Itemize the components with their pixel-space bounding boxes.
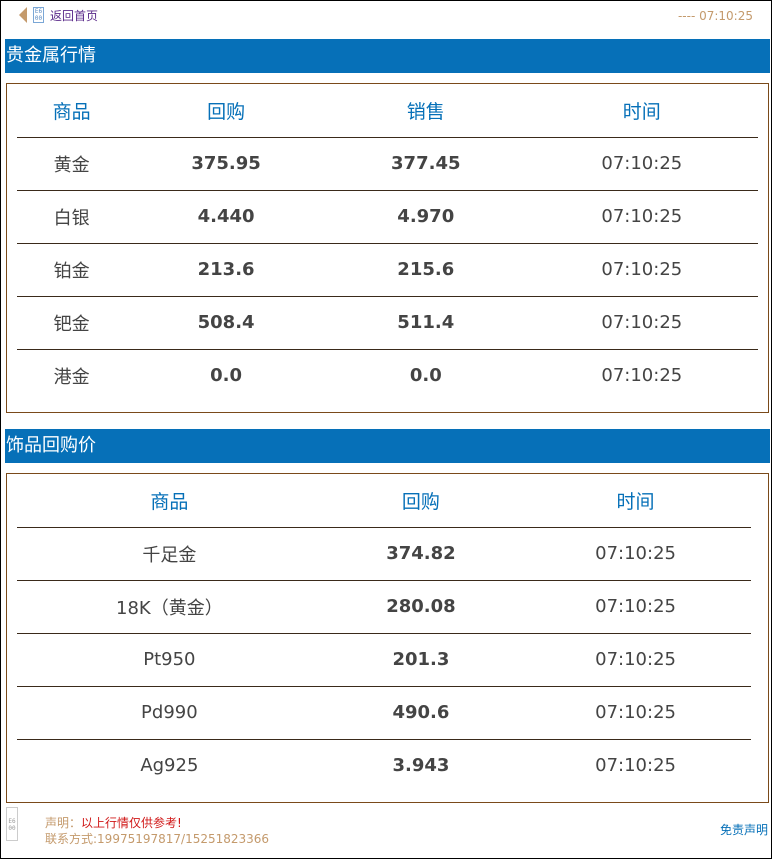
table-cell: 07:10:25 [525,296,758,350]
broken-image-icon: E6 00 [6,807,18,841]
column-header: 时间 [520,474,751,528]
table-cell: 07:10:25 [520,633,751,687]
table-cell: 07:10:25 [520,527,751,581]
table-row: Ag925 3.943 07:10:25 [17,739,751,792]
table-cell: 490.6 [321,686,521,740]
table-row: 钯金 508.4 511.4 07:10:25 [17,296,758,350]
table-row: 白银 4.440 4.970 07:10:25 [17,190,758,244]
column-header: 商品 [17,474,322,528]
back-arrow-icon [19,7,27,23]
notice: 声明：以上行情仅供参考! [45,814,182,831]
table-cell: 07:10:25 [520,686,751,740]
broken-image-icon: E6 00 [33,7,44,23]
table-cell: 201.3 [321,633,521,687]
table-cell: 215.6 [325,243,526,297]
table-cell: 千足金 [17,527,322,581]
column-header: 回购 [321,474,521,528]
table-cell: 07:10:25 [525,190,758,244]
table-cell: 黄金 [17,137,127,191]
table-cell: 0.0 [210,365,243,387]
back-home-link[interactable]: E6 00 返回首页 [19,5,98,25]
column-header: 商品 [17,84,127,138]
disclaimer-link[interactable]: 免责声明 [719,823,768,837]
contact-info: 联系方式:19975197817/15251823366 [45,832,270,846]
notice-label: 声明： [45,816,82,830]
table-row: 黄金 375.95 377.45 07:10:25 [17,137,758,191]
column-header: 回购 [126,84,326,138]
table-cell: 07:10:25 [601,365,683,387]
table-cell: 18K（黄金） [17,580,322,634]
table-cell: 钯金 [17,296,127,350]
table-cell: 白银 [17,190,127,244]
table-cell: 377.45 [325,137,526,191]
table-cell: 07:10:25 [520,580,751,634]
table-cell: 07:10:25 [525,243,758,297]
table-cell: 4.970 [325,190,526,244]
table-cell: 3.943 [392,755,450,777]
table-cell: 铂金 [17,243,127,297]
table-row: 18K（黄金） 280.08 07:10:25 [17,580,751,634]
back-home-label: 返回首页 [50,8,99,23]
section-title-precious-metals: 贵金属行情 [5,39,770,73]
table-cell: Ag925 [140,755,199,777]
table-cell: 375.95 [126,137,326,191]
table-row: 千足金 374.82 07:10:25 [17,527,751,581]
table-cell: 213.6 [126,243,326,297]
column-header: 销售 [325,84,526,138]
table-row: 港金 0.0 0.0 07:10:25 [17,349,758,402]
table-cell: 511.4 [325,296,526,350]
jewelry-table-box: 商品 回购 时间 千足金 374.82 07:10:25 18K（黄金） 280.08 0… [6,473,769,803]
table-cell: 508.4 [126,296,326,350]
table-cell: 0.0 [409,365,442,387]
notice-text: 以上行情仅供参考! [81,816,182,830]
table-cell: Pt950 [17,633,322,687]
table-row: Pd990 490.6 07:10:25 [17,686,751,740]
table-cell: 280.08 [321,580,521,634]
table-cell: 07:10:25 [525,137,758,191]
section-title-jewelry-buyback: 饰品回购价 [5,429,770,463]
column-header: 时间 [525,84,758,138]
precious-metals-table-box: 商品 回购 销售 时间 黄金 375.95 377.45 07:10:25 白银 4.44… [6,83,769,413]
table-cell: 港金 [53,366,90,388]
precious-metals-table: 商品 回购 销售 时间 黄金 375.95 377.45 07:10:25 白银 4.44… [17,84,758,402]
table-cell: 07:10:25 [595,755,676,777]
update-time: ---- 07:10:25 [677,9,753,23]
table-cell: 374.82 [321,527,521,581]
table-row: 铂金 213.6 215.6 07:10:25 [17,243,758,297]
jewelry-buyback-table: 商品 回购 时间 千足金 374.82 07:10:25 18K（黄金） 280.08 0… [17,474,751,792]
table-row: Pt950 201.3 07:10:25 [17,633,751,687]
table-cell: Pd990 [17,686,322,740]
table-cell: 4.440 [126,190,326,244]
